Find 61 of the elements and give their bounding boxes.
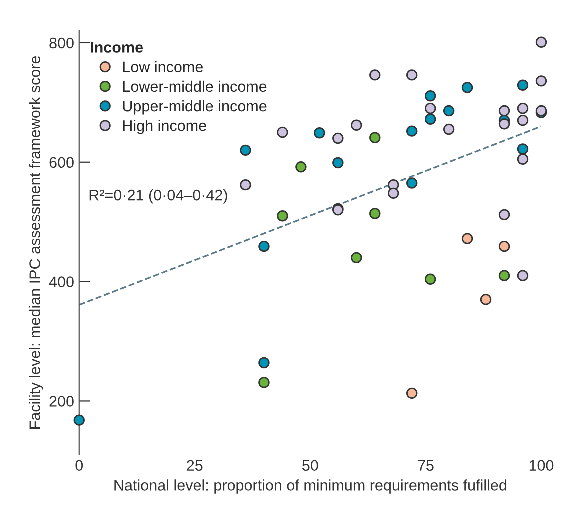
point	[240, 179, 252, 191]
x-tick-label: 100	[530, 460, 554, 472]
annotation: R²=0·21 (0·04–0·42)	[90, 190, 228, 204]
legend-label: Lower-middle income	[123, 80, 267, 92]
point	[443, 124, 455, 136]
point	[351, 252, 362, 264]
point	[277, 126, 288, 138]
x-tick-label: 0	[76, 460, 84, 472]
y-axis-title: Facility level: median IPC assessment framework score	[29, 56, 44, 429]
point	[424, 114, 436, 125]
point	[74, 414, 85, 426]
point	[462, 233, 474, 244]
point	[498, 118, 510, 130]
y-tick-label: 400	[49, 276, 74, 288]
point	[498, 240, 510, 252]
point	[517, 80, 529, 91]
point	[314, 128, 326, 139]
point	[517, 114, 529, 126]
point	[258, 377, 270, 388]
point	[480, 294, 492, 306]
point	[424, 274, 436, 286]
legend-label: Upper-middle income	[123, 100, 267, 115]
point	[296, 162, 307, 173]
point	[277, 210, 288, 222]
point	[536, 76, 548, 87]
point	[370, 70, 381, 81]
x-tick-label: 50	[302, 460, 318, 472]
point	[351, 120, 362, 131]
point	[536, 36, 548, 48]
point	[406, 388, 418, 400]
point	[388, 188, 400, 200]
point	[332, 132, 344, 144]
point	[370, 208, 381, 220]
point	[240, 144, 252, 156]
point	[406, 70, 418, 81]
x-tick-label: 75	[418, 460, 434, 472]
legend-title: Income	[91, 42, 144, 53]
point	[258, 357, 270, 369]
legend-label: Low income	[123, 61, 203, 73]
point	[498, 105, 510, 117]
point	[517, 144, 529, 155]
point	[424, 103, 436, 114]
legend-label: High income	[123, 120, 206, 134]
point	[498, 270, 510, 282]
point	[258, 240, 270, 252]
point	[370, 132, 381, 144]
x-axis-title: National level: proportion of minimum requirements fufilled	[114, 480, 506, 494]
point	[498, 209, 510, 221]
x-tick-label: 25	[187, 460, 203, 472]
point	[443, 105, 455, 117]
y-tick-label: 800	[50, 38, 74, 49]
point	[517, 270, 529, 282]
y-tick-label: 200	[50, 396, 74, 407]
y-tick-label: 600	[50, 157, 74, 168]
point	[406, 126, 418, 137]
point	[462, 82, 474, 94]
point	[424, 90, 436, 102]
point	[517, 103, 529, 114]
point	[406, 178, 418, 189]
point	[517, 154, 529, 165]
point	[332, 157, 344, 169]
